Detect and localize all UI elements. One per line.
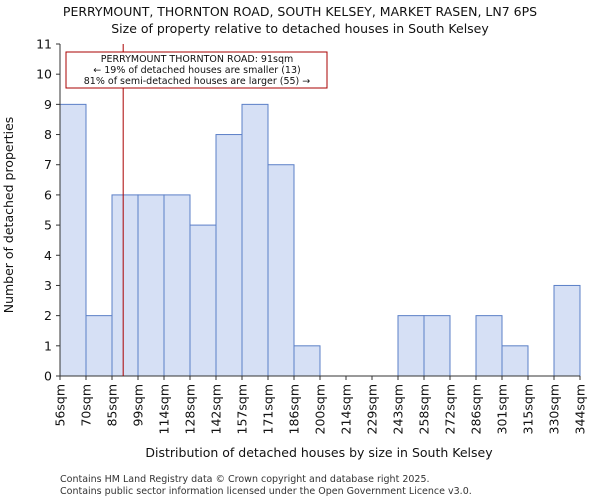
x-tick-label: 114sqm (157, 384, 172, 434)
footer-line-1: Contains HM Land Registry data © Crown c… (60, 474, 430, 485)
histogram-bar (85, 315, 113, 377)
x-tick-label: 344sqm (573, 384, 588, 434)
y-tick-label: 6 (44, 187, 52, 202)
x-tick-label: 200sqm (313, 384, 328, 434)
x-tick-label: 186sqm (287, 384, 302, 434)
chart-subtitle: Size of property relative to detached ho… (111, 21, 489, 36)
x-tick-label: 330sqm (547, 384, 562, 434)
histogram-bar (501, 345, 529, 377)
y-axis-label: Number of detached properties (1, 117, 16, 314)
annotation-line-1: PERRYMOUNT THORNTON ROAD: 91sqm (101, 54, 294, 65)
annotation-box: PERRYMOUNT THORNTON ROAD: 91sqm ← 19% of… (65, 51, 328, 89)
x-tick-label: 157sqm (235, 384, 250, 434)
chart-title: PERRYMOUNT, THORNTON ROAD, SOUTH KELSEY,… (63, 4, 537, 19)
histogram-bar (163, 194, 191, 377)
footer-line-2: Contains public sector information licen… (60, 486, 472, 497)
histogram-bar (215, 134, 243, 377)
histogram-bar (189, 224, 217, 377)
x-tick-label: 128sqm (183, 384, 198, 434)
y-tick-label: 10 (36, 67, 52, 82)
histogram-bar (111, 194, 139, 377)
x-tick-label: 272sqm (443, 384, 458, 434)
y-tick-label: 7 (44, 157, 52, 172)
x-tick-label: 70sqm (79, 384, 94, 427)
histogram-bar (397, 315, 425, 377)
x-tick-label: 243sqm (391, 384, 406, 434)
y-tick-label: 4 (44, 248, 52, 263)
y-tick-label: 1 (44, 338, 52, 353)
y-tick-label: 0 (44, 369, 52, 384)
histogram-bar (241, 103, 269, 377)
x-tick-label: 56sqm (53, 384, 68, 427)
histogram-bar (137, 194, 165, 377)
x-tick-label: 99sqm (131, 384, 146, 427)
x-axis-label: Distribution of detached houses by size … (145, 445, 493, 460)
y-tick-label: 5 (44, 218, 52, 233)
x-tick-label: 286sqm (469, 384, 484, 434)
x-tick-label: 301sqm (495, 384, 510, 434)
histogram-bar (475, 315, 503, 377)
x-tick-label: 258sqm (417, 384, 432, 434)
histogram-bar (59, 103, 87, 377)
x-tick-label: 214sqm (339, 384, 354, 434)
annotation-line-3: 81% of semi-detached houses are larger (… (84, 76, 311, 87)
annotation-border (65, 51, 328, 89)
x-tick-label: 142sqm (209, 384, 224, 434)
y-tick-label: 3 (44, 278, 52, 293)
y-tick-label: 2 (44, 308, 52, 323)
histogram-bar (267, 164, 295, 377)
y-tick-label: 8 (44, 127, 52, 142)
x-tick-label: 315sqm (521, 384, 536, 434)
x-tick-label: 85sqm (105, 384, 120, 427)
x-tick-label: 171sqm (261, 384, 276, 434)
histogram-bar (293, 345, 321, 377)
histogram-bar (423, 315, 451, 377)
x-tick-label: 229sqm (365, 384, 380, 434)
histogram-bar (553, 284, 581, 377)
y-tick-label: 9 (44, 97, 52, 112)
annotation-line-2: ← 19% of detached houses are smaller (13… (93, 65, 300, 76)
y-tick-label: 11 (36, 37, 52, 52)
plot-area: 0 1 2 3 4 5 6 7 8 9 10 11 56sqm 70sqm 85sqm 99sqm 114sqm… (36, 37, 587, 435)
